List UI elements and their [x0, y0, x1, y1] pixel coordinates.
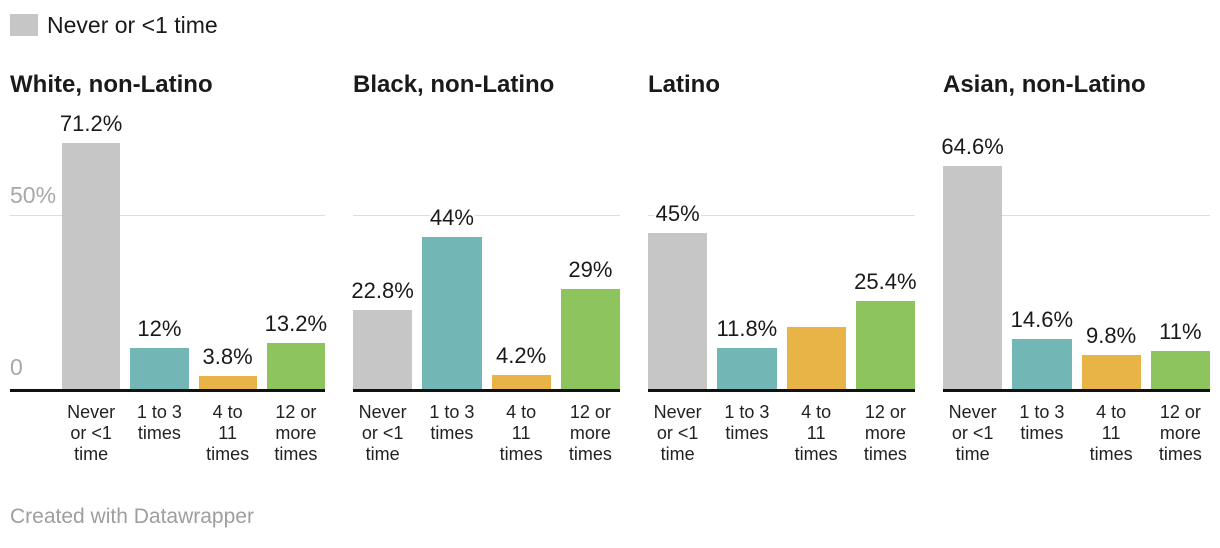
plot-area: 22.8% 44% 4.2% 29% [351, 145, 620, 392]
bar-12-or-more-times[interactable] [560, 288, 620, 389]
x-tick-1-to-3: 1 to 3 times [429, 402, 475, 443]
gridline-50pct [353, 215, 620, 216]
bar-1-to-3-times[interactable] [1012, 338, 1072, 389]
x-tick-1-to-3: 1 to 3 times [136, 402, 182, 443]
bar-4-to-11-times[interactable] [1081, 355, 1141, 389]
bar-1-to-3-times[interactable] [130, 347, 189, 389]
x-tick-never: Never or <1 time [358, 402, 407, 464]
x-tick-1-to-3: 1 to 3 times [724, 402, 770, 443]
panels-row: White, non-Latino 50% 0 71.2% 12% 3.8% [10, 70, 1210, 465]
x-tick-12-or-more: 12 or more times [568, 402, 612, 464]
panel-white-non-latino: White, non-Latino 50% 0 71.2% 12% 3.8% [10, 70, 327, 465]
bar-4-to-11-times[interactable] [491, 374, 551, 389]
x-axis-labels: Never or <1 time 1 to 3 times 4 to 11 times 1… [353, 392, 620, 465]
bar-never-or-less-1-time[interactable] [62, 142, 121, 389]
bar-value-label: 71.2% [59, 110, 123, 136]
bar-slot: 44% [422, 205, 482, 389]
bar-value-label: 29% [568, 256, 613, 282]
bar-value-label: 25.4% [854, 269, 917, 295]
y-axis-tick-50: 50% [10, 182, 57, 208]
bars-group: 22.8% 44% 4.2% 29% [351, 145, 620, 389]
bar-value-label: 45% [655, 201, 700, 227]
bar-slot: 45% [648, 201, 708, 389]
x-tick-4-to-11: 4 to 11 times [1089, 402, 1133, 464]
bar-value-label: 11% [1159, 318, 1202, 344]
bar-value-label: 3.8% [202, 343, 253, 369]
bar-value-label: 22.8% [351, 278, 414, 304]
panel-black-non-latino: Black, non-Latino 22.8% 44% 4.2% [351, 70, 620, 465]
bar-slot: 11% [1150, 319, 1210, 389]
x-tick-4-to-11: 4 to 11 times [794, 402, 838, 464]
y-axis-tick-0: 0 [10, 354, 23, 380]
bar-value-label: 9.8% [1086, 323, 1137, 349]
datawrapper-credit-link[interactable]: Created with Datawrapper [10, 505, 254, 528]
bar-value-label: 12% [137, 315, 182, 341]
x-tick-never: Never or <1 time [948, 402, 997, 464]
plot-area: 45% 11.8% 25.4% [648, 145, 917, 392]
x-tick-12-or-more: 12 or more times [274, 402, 318, 464]
bar-never-or-less-1-time[interactable] [943, 165, 1003, 389]
plot-area: 50% 0 71.2% 12% 3.8% [10, 111, 327, 392]
bar-1-to-3-times[interactable] [717, 348, 777, 389]
bar-4-to-11-times[interactable] [198, 375, 257, 389]
bars-group: 64.6% 14.6% 9.8% 11% [941, 134, 1210, 389]
panel-latino: Latino 45% 11.8% [648, 70, 917, 465]
legend-swatch-icon [10, 14, 38, 36]
gridline-50pct [648, 215, 915, 216]
bar-12-or-more-times[interactable] [266, 343, 325, 389]
gridline-50pct [943, 215, 1210, 216]
bar-value-label: 44% [429, 204, 474, 230]
bar-value-label: 14.6% [1010, 306, 1074, 332]
panel-title: White, non-Latino [10, 71, 213, 98]
x-axis-labels: Never or <1 time 1 to 3 times 4 to 11 times 1… [62, 392, 325, 465]
bar-value-label: 13.2% [264, 311, 328, 337]
bar-12-or-more-times[interactable] [855, 301, 915, 389]
bar-slot: 9.8% [1081, 323, 1141, 389]
bar-slot: 13.2% [265, 311, 327, 389]
bar-value-label: 4.2% [496, 342, 547, 368]
bar-4-to-11-times[interactable] [786, 327, 846, 389]
bar-slot: 71.2% [60, 111, 122, 389]
legend-label: Never or <1 time [47, 11, 218, 38]
bar-value-label: 64.6% [941, 133, 1004, 159]
bar-never-or-less-1-time[interactable] [648, 233, 708, 389]
x-tick-4-to-11: 4 to 11 times [206, 402, 250, 464]
x-tick-12-or-more: 12 or more times [863, 402, 907, 464]
bar-12-or-more-times[interactable] [1150, 350, 1210, 389]
bar-slot: 3.8% [198, 344, 257, 389]
bar-slot: 25.4% [854, 269, 917, 389]
bar-slot: 11.8% [717, 316, 777, 389]
plot-area: 64.6% 14.6% 9.8% 11% [941, 134, 1210, 392]
panel-title: Latino [648, 71, 720, 98]
x-tick-1-to-3: 1 to 3 times [1019, 402, 1065, 443]
bar-slot: 22.8% [351, 278, 414, 389]
panel-title: Black, non-Latino [353, 71, 555, 98]
x-axis-labels: Never or <1 time 1 to 3 times 4 to 11 times 1… [648, 392, 915, 465]
x-tick-never: Never or <1 time [67, 402, 116, 464]
x-axis-labels: Never or <1 time 1 to 3 times 4 to 11 times 1… [943, 392, 1210, 465]
x-tick-12-or-more: 12 or more times [1158, 402, 1202, 464]
panel-asian-non-latino: Asian, non-Latino 64.6% 14.6% 9.8% [941, 70, 1210, 465]
chart-container: Never or <1 time White, non-Latino 50% 0… [10, 10, 1210, 528]
x-tick-never: Never or <1 time [653, 402, 702, 464]
legend: Never or <1 time [10, 10, 1210, 40]
bar-1-to-3-times[interactable] [422, 236, 482, 389]
bar-slot: 64.6% [941, 134, 1004, 389]
bar-slot [786, 327, 846, 389]
bars-group: 45% 11.8% 25.4% [648, 145, 917, 389]
panel-title: Asian, non-Latino [943, 71, 1146, 98]
bar-slot: 12% [130, 316, 189, 389]
x-tick-4-to-11: 4 to 11 times [499, 402, 543, 464]
gridline-50pct [10, 215, 325, 216]
bar-slot: 4.2% [491, 343, 551, 389]
bar-slot: 14.6% [1011, 307, 1073, 389]
bar-value-label: 11.8% [716, 316, 778, 342]
bar-slot: 29% [560, 257, 620, 389]
bars-group: 71.2% 12% 3.8% 13.2% [60, 111, 327, 389]
bar-never-or-less-1-time[interactable] [353, 310, 413, 389]
